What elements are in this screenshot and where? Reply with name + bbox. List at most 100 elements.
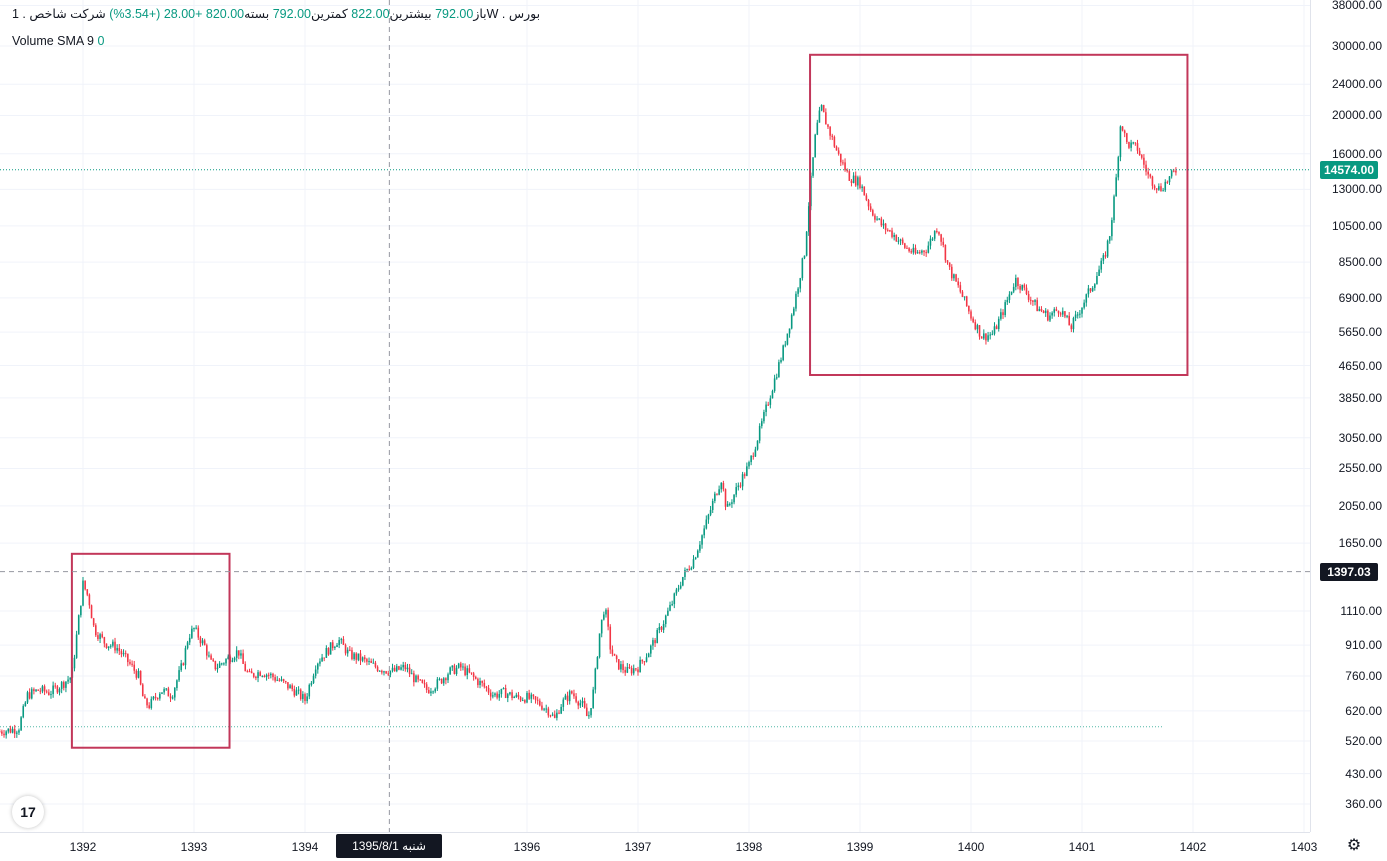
y-tick-label: 24000.00 bbox=[1331, 77, 1382, 92]
y-tick-label: 8500.00 bbox=[1338, 255, 1382, 270]
candle-body bbox=[571, 691, 573, 694]
candle-body bbox=[163, 689, 165, 693]
y-tick-label: 5650.00 bbox=[1338, 325, 1382, 340]
candle-body bbox=[1010, 291, 1013, 295]
crosshair-date-label: شنبه 1395/8/1 bbox=[336, 834, 442, 858]
candle-body bbox=[976, 325, 979, 330]
candle-body bbox=[214, 660, 217, 670]
candle-body bbox=[1111, 220, 1113, 237]
price-chart[interactable] bbox=[0, 0, 1310, 832]
candle-body bbox=[1091, 287, 1094, 292]
candle-body bbox=[955, 274, 957, 282]
candle-body bbox=[398, 666, 400, 670]
candle-body bbox=[850, 180, 853, 183]
candle-body bbox=[242, 653, 244, 664]
candle-body bbox=[854, 175, 857, 186]
candle-body bbox=[1166, 181, 1169, 183]
candle-body bbox=[720, 482, 723, 490]
candle-body bbox=[302, 694, 304, 700]
x-tick-label: 1400 bbox=[957, 840, 985, 854]
candle-body bbox=[127, 653, 129, 663]
candle-body bbox=[314, 669, 317, 676]
candle-body bbox=[558, 712, 560, 714]
x-tick-label: 1393 bbox=[180, 840, 208, 854]
candle-body bbox=[944, 244, 947, 261]
candle-body bbox=[1136, 143, 1139, 151]
candle-body bbox=[284, 681, 287, 683]
candle-body bbox=[148, 705, 150, 708]
candle-body bbox=[551, 714, 554, 716]
candle-body bbox=[839, 153, 842, 163]
candle-body bbox=[366, 659, 368, 662]
candle-body bbox=[1017, 277, 1019, 286]
candle-body bbox=[1070, 325, 1073, 330]
x-tick-label: 1402 bbox=[1179, 840, 1207, 854]
candle-body bbox=[1134, 142, 1137, 144]
annotation-rectangle-2[interactable] bbox=[809, 53, 1189, 376]
candle-body bbox=[1155, 188, 1158, 190]
candle-body bbox=[5, 731, 7, 736]
candle-body bbox=[1170, 170, 1173, 177]
gear-icon[interactable]: ⚙ bbox=[1346, 837, 1362, 854]
candle-body bbox=[154, 696, 157, 698]
candle-body bbox=[272, 673, 274, 678]
candle-body bbox=[1121, 126, 1124, 131]
candle-body bbox=[340, 639, 343, 641]
legend-symbol[interactable]: شرکت شاخص . 1W . بورس bbox=[12, 7, 541, 21]
price-axis[interactable]: 38000.00 30000.00 24000.00 20000.00 16000.00… bbox=[1310, 0, 1387, 832]
candle-body bbox=[948, 262, 951, 267]
candle-body bbox=[635, 668, 637, 670]
candle-body bbox=[878, 218, 881, 220]
candle-body bbox=[1066, 315, 1068, 317]
candle-body bbox=[679, 585, 682, 589]
candle-body bbox=[628, 667, 631, 669]
candle-body bbox=[1151, 176, 1154, 186]
candle-body bbox=[884, 223, 887, 230]
candle-body bbox=[150, 698, 153, 708]
legend-open-value: 792.00 bbox=[435, 7, 474, 21]
candle-body bbox=[92, 618, 95, 626]
candle-body bbox=[453, 665, 456, 674]
candle-body bbox=[647, 653, 650, 658]
candle-body bbox=[1002, 312, 1004, 316]
annotation-rectangles[interactable] bbox=[70, 53, 1189, 749]
tradingview-logo-icon[interactable]: 17 bbox=[12, 796, 44, 828]
candle-body bbox=[1015, 277, 1017, 287]
candle-body bbox=[267, 674, 270, 676]
candle-body bbox=[696, 550, 699, 558]
candle-body bbox=[526, 692, 528, 703]
candle-body bbox=[1128, 142, 1130, 148]
candle-body bbox=[906, 247, 908, 249]
candle-body bbox=[1085, 294, 1088, 303]
candle-body bbox=[509, 692, 511, 695]
candle-body bbox=[90, 605, 93, 619]
candle-body bbox=[445, 678, 447, 681]
candle-body bbox=[432, 691, 434, 693]
candle-body bbox=[250, 671, 253, 674]
candle-body bbox=[692, 559, 695, 568]
candle-body bbox=[797, 288, 799, 294]
candle-body bbox=[718, 489, 720, 495]
candle-body bbox=[69, 677, 71, 680]
time-axis[interactable]: 1392 1393 1394 1396 1397 1398 1399 1400 1401 1402… bbox=[0, 832, 1317, 861]
candle-body bbox=[1145, 164, 1147, 172]
candle-body bbox=[144, 696, 146, 699]
candle-body bbox=[492, 695, 494, 697]
candle-body bbox=[176, 680, 178, 688]
candle-body bbox=[173, 687, 176, 698]
candle-body bbox=[1012, 286, 1015, 292]
indicator-legend[interactable]: Volume SMA 9 0 bbox=[12, 34, 104, 48]
candle-body bbox=[496, 693, 498, 698]
candle-body bbox=[60, 682, 63, 690]
annotation-rectangle-1[interactable] bbox=[70, 552, 231, 749]
candle-body bbox=[863, 186, 866, 196]
candle-body bbox=[703, 528, 705, 536]
candle-body bbox=[135, 670, 138, 678]
candle-body bbox=[788, 328, 791, 334]
candle-body bbox=[312, 675, 315, 683]
candle-body bbox=[844, 162, 846, 171]
candle-body bbox=[9, 728, 12, 733]
candle-body bbox=[524, 700, 526, 703]
y-tick-label: 6900.00 bbox=[1338, 290, 1382, 305]
y-tick-label: 30000.00 bbox=[1331, 39, 1382, 53]
